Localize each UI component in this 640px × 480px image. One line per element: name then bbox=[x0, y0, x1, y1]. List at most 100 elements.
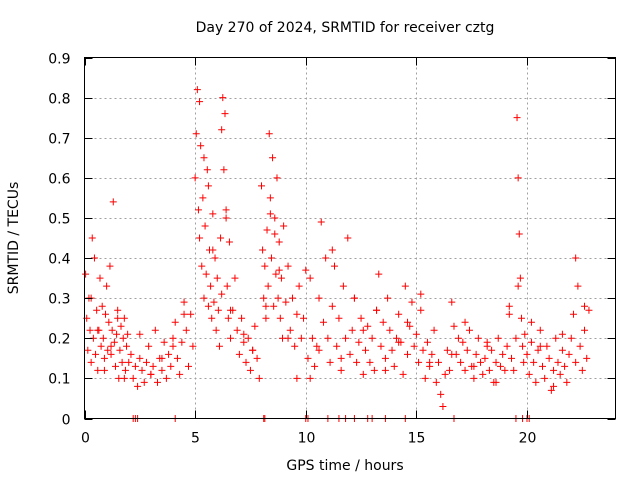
data-point bbox=[261, 262, 269, 270]
data-point bbox=[264, 282, 272, 290]
data-point bbox=[118, 358, 126, 366]
data-point bbox=[515, 230, 523, 238]
data-point bbox=[277, 274, 285, 282]
data-point bbox=[184, 362, 192, 370]
data-point bbox=[223, 282, 231, 290]
data-point bbox=[488, 346, 496, 354]
data-point bbox=[510, 366, 518, 374]
data-point bbox=[208, 314, 216, 322]
data-point bbox=[262, 302, 270, 310]
data-point bbox=[326, 358, 334, 366]
data-point bbox=[430, 326, 438, 334]
data-point bbox=[136, 330, 144, 338]
data-point bbox=[359, 370, 367, 378]
data-point bbox=[102, 310, 110, 318]
data-point bbox=[221, 110, 229, 118]
data-point bbox=[527, 318, 535, 326]
data-point bbox=[377, 342, 385, 350]
data-point bbox=[492, 378, 500, 386]
data-point bbox=[404, 318, 412, 326]
data-point bbox=[291, 342, 299, 350]
data-point bbox=[108, 326, 116, 334]
data-point bbox=[328, 302, 336, 310]
data-point bbox=[461, 318, 469, 326]
data-point bbox=[136, 354, 144, 362]
data-point bbox=[209, 246, 217, 254]
data-point bbox=[117, 322, 125, 330]
data-point bbox=[302, 266, 310, 274]
data-point bbox=[162, 374, 170, 382]
data-point bbox=[297, 334, 305, 342]
data-point bbox=[344, 234, 352, 242]
data-point bbox=[406, 322, 414, 330]
data-point bbox=[265, 130, 273, 138]
data-point bbox=[328, 246, 336, 254]
data-point bbox=[421, 374, 429, 382]
data-point bbox=[454, 334, 462, 342]
data-point bbox=[348, 326, 356, 334]
data-point bbox=[322, 254, 330, 262]
data-point bbox=[262, 314, 270, 322]
data-point bbox=[276, 314, 284, 322]
data-point bbox=[267, 254, 275, 262]
data-point bbox=[96, 274, 104, 282]
data-point bbox=[532, 378, 540, 386]
data-point bbox=[578, 366, 586, 374]
data-point bbox=[110, 338, 118, 346]
data-point bbox=[496, 362, 504, 370]
data-point bbox=[501, 366, 509, 374]
data-point bbox=[266, 210, 274, 218]
data-point bbox=[470, 374, 478, 382]
data-point bbox=[339, 282, 347, 290]
data-point bbox=[538, 362, 546, 370]
data-point bbox=[266, 194, 274, 202]
data-point bbox=[160, 338, 168, 346]
data-point bbox=[271, 230, 279, 238]
data-point bbox=[519, 342, 527, 350]
data-point bbox=[240, 338, 248, 346]
data-point bbox=[189, 342, 197, 350]
data-point bbox=[275, 266, 283, 274]
data-point bbox=[121, 366, 129, 374]
data-point bbox=[114, 314, 122, 322]
data-point bbox=[313, 342, 321, 350]
data-point bbox=[435, 358, 442, 366]
data-point bbox=[337, 366, 345, 374]
x-tick-label: 5 bbox=[191, 431, 200, 447]
data-point bbox=[231, 274, 239, 282]
data-point bbox=[191, 174, 199, 182]
data-point bbox=[116, 346, 124, 354]
data-point bbox=[395, 338, 403, 346]
data-point bbox=[306, 374, 314, 382]
data-point bbox=[151, 326, 159, 334]
y-tick-label: 0.8 bbox=[48, 92, 70, 108]
data-point bbox=[315, 294, 323, 302]
data-point bbox=[214, 306, 222, 314]
data-point bbox=[308, 334, 316, 342]
data-point bbox=[563, 378, 571, 386]
data-point bbox=[192, 130, 200, 138]
data-point bbox=[107, 350, 115, 358]
data-point bbox=[270, 302, 278, 310]
data-point bbox=[240, 330, 248, 338]
data-point bbox=[201, 222, 209, 230]
y-tick-label: 0.3 bbox=[48, 292, 70, 308]
data-point bbox=[167, 362, 175, 370]
data-point bbox=[520, 358, 528, 366]
data-point bbox=[481, 354, 489, 362]
data-point bbox=[154, 378, 162, 386]
data-point bbox=[197, 142, 205, 150]
data-point bbox=[182, 326, 190, 334]
data-point bbox=[217, 234, 225, 242]
data-point bbox=[459, 338, 467, 346]
data-point bbox=[282, 298, 290, 306]
data-point bbox=[388, 346, 396, 354]
y-tick-label: 0.6 bbox=[48, 172, 70, 188]
data-point bbox=[180, 298, 188, 306]
data-point bbox=[203, 166, 211, 174]
data-point bbox=[249, 346, 257, 354]
data-point bbox=[280, 222, 288, 230]
data-point bbox=[93, 306, 101, 314]
data-point bbox=[125, 358, 133, 366]
